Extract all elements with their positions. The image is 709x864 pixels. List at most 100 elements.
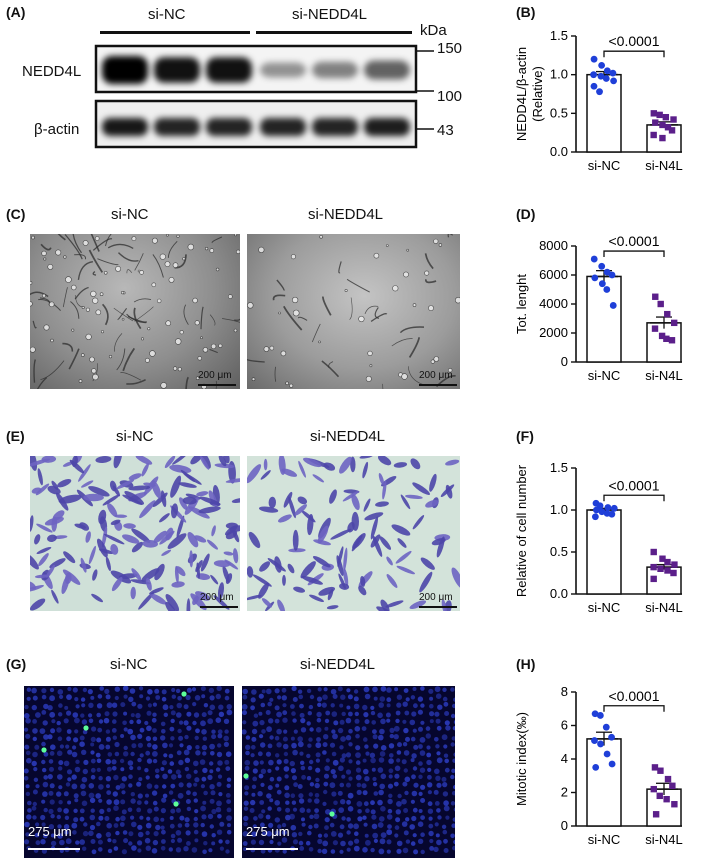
- cell: [211, 525, 216, 537]
- cell: [176, 515, 185, 538]
- nucleus: [274, 817, 280, 823]
- nucleus: [363, 822, 368, 827]
- nucleus: [323, 734, 329, 740]
- nucleus: [128, 783, 133, 788]
- data-point: [670, 116, 677, 123]
- nucleus: [183, 749, 190, 756]
- nucleus: [258, 711, 263, 716]
- nucleus: [316, 696, 323, 702]
- nucleus: [50, 833, 55, 838]
- cell: [362, 461, 369, 479]
- cell: [207, 539, 218, 550]
- cell: [247, 566, 254, 578]
- cell: [88, 486, 110, 497]
- nucleus: [66, 710, 72, 716]
- nucleus: [177, 792, 184, 799]
- nucleus: [428, 823, 434, 829]
- nucleus: [378, 702, 384, 708]
- nucleus: [115, 816, 120, 822]
- mitotic-cell: [243, 773, 249, 779]
- nucleus: [436, 725, 442, 731]
- cell: [199, 496, 221, 506]
- nucleus: [395, 809, 401, 815]
- nucleus: [291, 711, 296, 716]
- nucleus: [193, 712, 200, 718]
- nucleus: [370, 847, 375, 853]
- nucleus: [243, 806, 249, 811]
- cell: [63, 551, 76, 564]
- nucleus: [82, 846, 87, 851]
- nucleus: [281, 687, 287, 693]
- nucleus: [160, 808, 166, 814]
- nucleus: [283, 766, 290, 772]
- nucleus: [433, 789, 439, 795]
- nucleus: [24, 727, 29, 732]
- cell: [386, 574, 398, 588]
- nucleus: [226, 829, 232, 835]
- nucleus: [243, 815, 249, 822]
- nucleus: [405, 736, 410, 742]
- nucleus: [276, 728, 282, 735]
- nucleus: [265, 814, 271, 820]
- nucleus: [90, 767, 96, 773]
- nucleus: [35, 822, 40, 827]
- nucleus: [73, 817, 79, 823]
- nucleus: [209, 784, 215, 790]
- cell: [329, 489, 337, 504]
- nucleus: [419, 767, 426, 773]
- cell: [121, 317, 125, 321]
- tube-segment: [134, 253, 144, 271]
- cell: [336, 555, 344, 576]
- nucleus: [259, 720, 265, 726]
- nucleus: [175, 830, 182, 836]
- nucleus: [325, 710, 331, 716]
- nucleus: [130, 815, 135, 820]
- nucleus: [50, 814, 55, 819]
- nucleus: [293, 729, 298, 734]
- nucleus: [428, 816, 433, 821]
- cell: [318, 340, 321, 344]
- nucleus: [90, 774, 96, 780]
- cell: [65, 572, 72, 585]
- nucleus: [450, 801, 455, 806]
- nucleus: [139, 753, 144, 758]
- nucleus: [48, 790, 54, 796]
- nucleus: [297, 784, 303, 789]
- nucleus: [380, 686, 387, 692]
- western-blot-image: [94, 44, 434, 149]
- tube-segment: [338, 261, 342, 274]
- nucleus: [315, 758, 320, 763]
- cell: [277, 599, 286, 611]
- nucleus: [283, 758, 289, 764]
- nucleus: [72, 687, 78, 693]
- tube-segment: [311, 323, 321, 343]
- cell: [428, 305, 434, 311]
- nucleus: [123, 745, 128, 751]
- nucleus: [96, 712, 101, 718]
- nucleus: [274, 718, 280, 724]
- stained-cells: [247, 456, 460, 611]
- nucleus: [127, 807, 133, 813]
- nucleus: [32, 719, 37, 724]
- nucleus: [444, 767, 450, 773]
- tube-segment: [117, 252, 139, 262]
- nucleus: [145, 775, 150, 780]
- nucleus: [88, 792, 95, 799]
- nucleus: [201, 776, 207, 782]
- nucleus: [428, 830, 434, 837]
- nucleus: [348, 728, 353, 734]
- nucleus: [386, 829, 393, 836]
- cell: [312, 474, 325, 483]
- nucleus: [258, 693, 264, 699]
- nucleus: [356, 801, 363, 807]
- cell: [89, 356, 95, 363]
- nucleus: [364, 719, 370, 725]
- nucleus: [356, 782, 362, 788]
- nucleus: [387, 808, 393, 814]
- nucleus: [24, 821, 30, 828]
- nucleus: [452, 845, 455, 851]
- nucleus: [403, 808, 409, 813]
- nucleus: [429, 696, 434, 701]
- nucleus: [427, 808, 434, 814]
- cell: [177, 367, 182, 372]
